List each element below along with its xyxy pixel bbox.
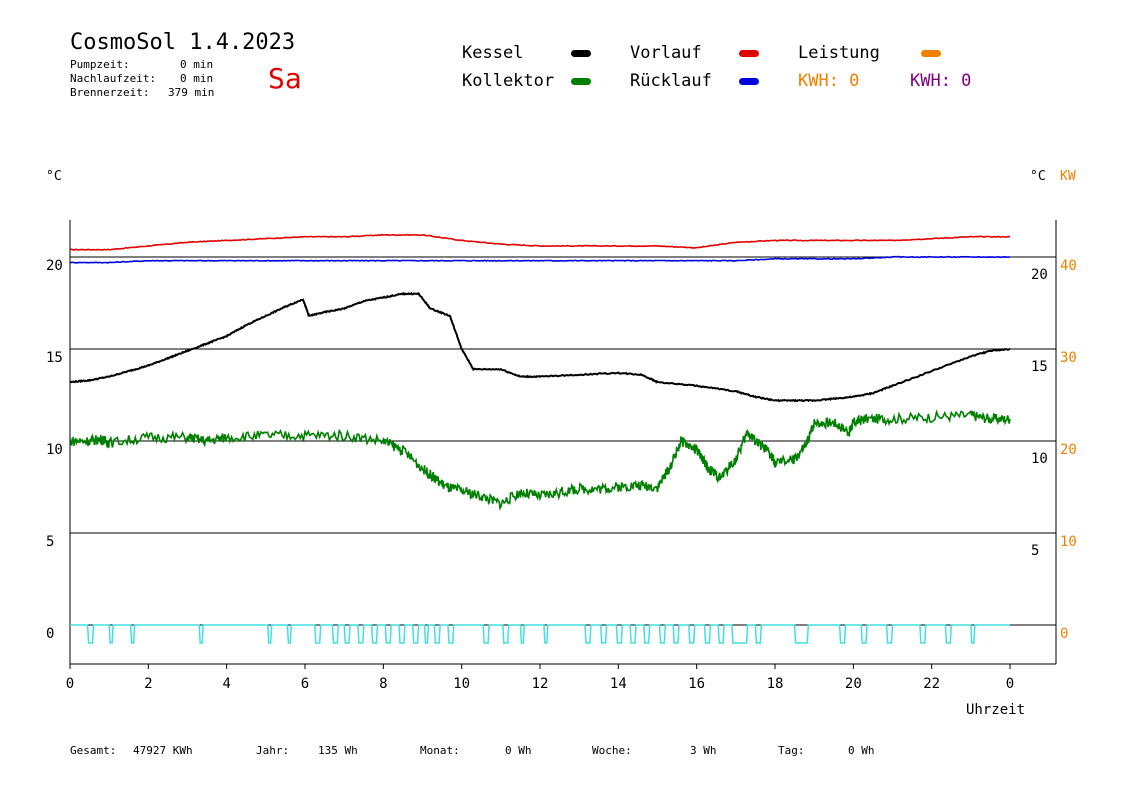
footer-jahr-value: 135 Wh — [318, 744, 358, 757]
legend-leistung-swatch — [921, 50, 941, 57]
pump-time-label: Pumpzeit: — [70, 58, 130, 71]
x-tick-label-12: 0 — [1006, 676, 1014, 692]
y-tick-right-20: 20 — [1031, 267, 1048, 283]
legend-vorlauf-swatch — [739, 50, 759, 57]
brenner-time-label: Brennerzeit: — [70, 86, 150, 99]
x-tick-label-6: 12 — [532, 676, 549, 692]
legend-ruecklauf-label: Rücklauf — [630, 71, 712, 91]
legend-kollektor-label: Kollektor — [462, 71, 555, 91]
y-tick-power-30: 30 — [1060, 350, 1077, 366]
footer-gesamt-value: 47927 KWh — [133, 744, 193, 757]
footer-gesamt-label: Gesamt: — [70, 744, 117, 757]
y-axis-unit-left: °C — [46, 169, 62, 184]
footer-tag-label: Tag: — [778, 744, 805, 757]
y-tick-left-5: 5 — [46, 534, 54, 550]
chart-title: CosmoSol 1.4.2023 — [70, 30, 296, 55]
nachlauf-time-label: Nachlaufzeit: — [70, 72, 157, 85]
series-rcklauf — [69, 255, 1011, 264]
footer-woche-value: 3 Wh — [690, 744, 717, 757]
y-tick-power-0: 0 — [1060, 626, 1068, 642]
x-tick-label-8: 16 — [688, 676, 705, 692]
legend-kessel-label: Kessel — [462, 43, 524, 63]
pump-time-value: 0 min — [180, 58, 214, 71]
x-axis-label: Uhrzeit — [966, 702, 1025, 718]
y-tick-right-5: 5 — [1031, 543, 1039, 559]
x-tick-label-2: 4 — [222, 676, 230, 692]
x-tick-label-0: 0 — [66, 676, 74, 692]
x-tick-label-9: 18 — [767, 676, 784, 692]
y-tick-power-40: 40 — [1060, 258, 1077, 274]
series-kollektor — [69, 409, 1011, 511]
legend-leistung-label: Leistung — [798, 43, 880, 63]
series-kessel — [69, 291, 1011, 403]
y-tick-left-10: 10 — [46, 442, 63, 458]
footer-woche-label: Woche: — [592, 744, 632, 757]
footer-tag-value: 0 Wh — [848, 744, 875, 757]
legend-kollektor-swatch — [571, 78, 591, 85]
x-tick-label-7: 14 — [610, 676, 627, 692]
x-tick-label-3: 6 — [301, 676, 309, 692]
y-tick-power-20: 20 — [1060, 442, 1077, 458]
y-tick-left-20: 20 — [46, 258, 63, 274]
chart-ticks: 0 2 4 6 8 10 12 14 16 18 20 22 0 0 5 10 15 20 5 10 15 20 0 10 20… — [46, 258, 1077, 692]
y-axis-unit-power: KW — [1060, 169, 1076, 184]
chart-grid — [70, 256, 1056, 626]
legend-kwh-purple: KWH: 0 — [910, 71, 972, 91]
brenner-time-value: 379 min — [168, 86, 215, 99]
y-tick-left-0: 0 — [46, 626, 54, 642]
y-axis-unit-right: °C — [1030, 169, 1046, 184]
y-tick-power-10: 10 — [1060, 534, 1077, 550]
weekday-label: Sa — [268, 62, 302, 95]
legend-vorlauf-label: Vorlauf — [630, 43, 702, 63]
x-tick-label-11: 22 — [923, 676, 940, 692]
chart-axes — [69, 220, 1057, 665]
footer-monat-value: 0 Wh — [505, 744, 532, 757]
x-tick-label-1: 2 — [144, 676, 152, 692]
x-tick-label-10: 20 — [845, 676, 862, 692]
y-tick-left-15: 15 — [46, 350, 63, 366]
legend-ruecklauf-swatch — [739, 78, 759, 85]
nachlauf-time-value: 0 min — [180, 72, 214, 85]
chart-series — [69, 233, 1011, 644]
x-tick-label-4: 8 — [379, 676, 387, 692]
series-pumpe — [70, 624, 1010, 644]
legend-kessel-swatch — [571, 50, 591, 57]
footer-monat-label: Monat: — [420, 744, 460, 757]
y-tick-right-15: 15 — [1031, 359, 1048, 375]
footer-jahr-label: Jahr: — [256, 744, 290, 757]
y-tick-right-10: 10 — [1031, 451, 1048, 467]
legend-kwh-orange: KWH: 0 — [798, 71, 860, 91]
x-tick-label-5: 10 — [453, 676, 470, 692]
series-vorlauf — [69, 233, 1011, 251]
